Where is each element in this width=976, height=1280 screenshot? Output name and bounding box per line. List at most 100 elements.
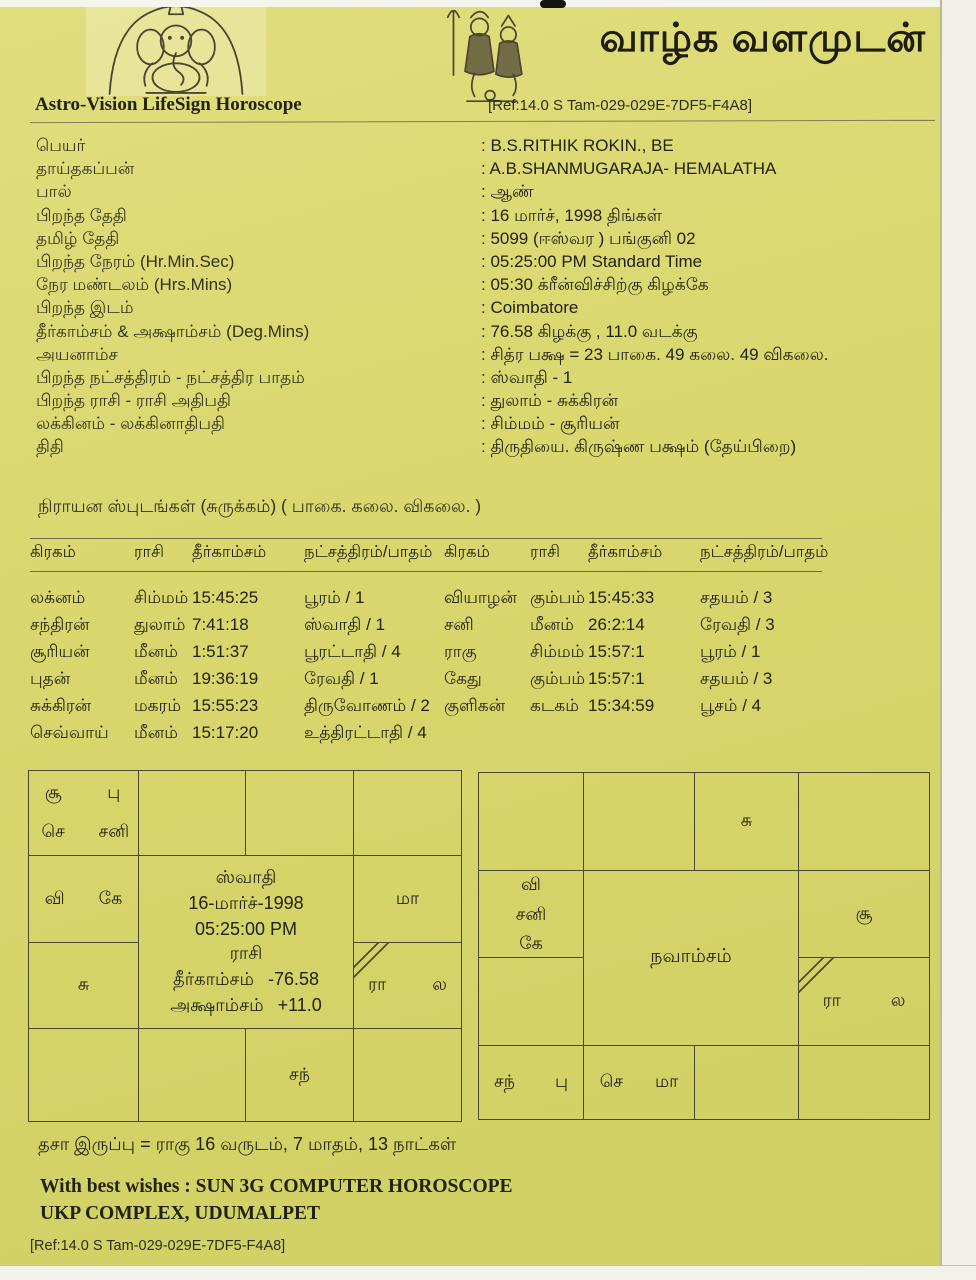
- planet-abbr: சனி: [98, 821, 130, 841]
- detail-row: லக்கினம் - லக்கினாதிபதி: சிம்மம் - சூரிய…: [36, 414, 938, 437]
- planet-cell: செவ்வாய்: [30, 723, 109, 742]
- navamsa-house-empty: [479, 958, 584, 1046]
- detail-row: தமிழ் தேதி: 5099 (ஈஸ்வர ) பங்குனி 02: [36, 229, 938, 252]
- planet-cell: 15:55:23: [192, 696, 259, 715]
- scan-artifact: [540, 0, 566, 8]
- planet-cell: கும்பம்: [530, 669, 586, 688]
- page-title: வாழ்க வளமுடன்: [599, 16, 926, 60]
- detail-label: நேர மண்டலம் (Hrs.Mins): [36, 275, 233, 295]
- rasi-house-right-mid: மா: [354, 856, 461, 943]
- detail-value: : 05:30 க்ரீன்விச்சிற்கு கிழக்கே: [481, 275, 709, 295]
- detail-value: : ஸ்வாதி - 1: [481, 367, 573, 387]
- dasa-balance: தசா இருப்பு = ராகு 16 வருடம், 7 மாதம், 1…: [38, 1134, 457, 1154]
- rasi-house-bottom: சந்: [246, 1029, 354, 1121]
- planet-cell: சனி: [444, 615, 474, 634]
- planet-abbr: சூ: [44, 782, 62, 802]
- planet-abbr: சு: [740, 810, 753, 830]
- detail-label: பெயர்: [36, 136, 86, 155]
- navamsa-house-bottom-1: சந் பு: [479, 1046, 584, 1119]
- navamsa-house-empty: [479, 773, 584, 871]
- detail-value: : B.S.RITHIK ROKIN., BE: [481, 136, 674, 155]
- planet-abbr: வி: [521, 873, 541, 894]
- detail-row: திதி : திருதியை. கிருஷ்ண பக்ஷம் (தேய்பிறை…: [36, 437, 938, 460]
- planet-cell: கும்பம்: [530, 588, 586, 607]
- table-row: லக்னம் சிம்மம் 15:45:25 பூரம் / 1 வியாழன் கு…: [30, 584, 822, 611]
- reference-code-footer: [Ref:14.0 S Tam-029-029E-7DF5-F4A8]: [30, 1238, 286, 1254]
- birth-date: 16-மார்ச்-1998: [188, 892, 304, 913]
- detail-label: திதி: [36, 437, 64, 457]
- planet-cell: 1:51:37: [192, 642, 249, 661]
- rasi-house-empty: [139, 771, 246, 856]
- planet-cell: உத்திரட்டாதி / 4: [304, 723, 427, 742]
- detail-row: பெயர் : B.S.RITHIK ROKIN., BE: [36, 136, 938, 159]
- navamsa-house-lagna: ரா ல: [798, 957, 929, 1046]
- detail-label: லக்கினம் - லக்கினாதிபதி: [36, 414, 225, 434]
- column-header: கிரகம்: [30, 543, 76, 561]
- planet-cell: [700, 719, 822, 746]
- planet-table: கிரகம் ராசி தீர்காம்சம் நட்சத்திரம்/பாதம…: [30, 538, 828, 746]
- latitude-value: +11.0: [277, 994, 322, 1015]
- table-row: சந்திரன் துலாம் 7:41:18 ஸ்வாதி / 1 சனி மீனம்…: [30, 611, 822, 638]
- navamsa-house-empty: [799, 773, 929, 871]
- table-row: புதன் மீனம் 19:36:19 ரேவதி / 1 கேது கும்பம் 1…: [30, 665, 822, 692]
- planet-cell: வியாழன்: [444, 588, 517, 607]
- detail-row: நேர மண்டலம் (Hrs.Mins) : 05:30 க்ரீன்விச்…: [36, 275, 938, 298]
- planet-abbr: சந்: [289, 1063, 310, 1084]
- planet-cell: [444, 719, 530, 746]
- planet-cell: ரேவதி / 1: [304, 669, 379, 688]
- planet-abbr: செ: [41, 821, 65, 841]
- planet-cell: சதயம் / 3: [700, 588, 773, 607]
- planet-cell: மகரம்: [134, 696, 182, 715]
- planet-cell: 19:36:19: [192, 669, 259, 688]
- navamsa-house-right-mid: சூ: [799, 871, 929, 958]
- planet-cell: [530, 719, 588, 746]
- planet-cell: பூரட்டாதி / 4: [304, 642, 401, 661]
- detail-label: தாய்தகப்பன்: [36, 159, 135, 179]
- navamsa-house-empty: [584, 773, 695, 871]
- planet-cell: சிம்மம்: [530, 642, 585, 661]
- detail-row: பால்: ஆண்: [36, 182, 938, 205]
- planet-abbr: கே: [98, 887, 123, 908]
- detail-value: : சித்ர பக்ஷ = 23 பாகை. 49 கலை. 49 விகலை…: [481, 344, 829, 364]
- chart-label: ராசி: [229, 942, 263, 963]
- planet-cell: சதயம் / 3: [700, 669, 773, 688]
- planet-table-header: கிரகம் ராசி தீர்காம்சம் நட்சத்திரம்/பாதம…: [30, 538, 828, 572]
- planet-table-title: நிராயன ஸ்புடங்கள் (சுருக்கம்) ( பாகை. கல…: [38, 496, 482, 516]
- rasi-house-left-mid: வி கே: [29, 856, 139, 943]
- detail-value: : திருதியை. கிருஷ்ண பக்ஷம் (தேய்பிறை): [481, 437, 797, 457]
- rasi-house-empty: [29, 1029, 139, 1121]
- planet-cell: 26:2:14: [588, 615, 645, 634]
- navamsa-house-bottom-2: செ மா: [584, 1046, 695, 1119]
- planet-cell: பூரம் / 1: [700, 642, 761, 661]
- scan-margin-top: [0, 0, 976, 7]
- ganesha-emblem-icon: [86, 2, 266, 96]
- chart-label: நவாம்சம்: [650, 946, 732, 967]
- planet-cell: 15:45:25: [192, 588, 259, 607]
- birth-details-list: பெயர் : B.S.RITHIK ROKIN., BE தாய்தகப்பன்…: [36, 136, 938, 461]
- table-row: சுக்கிரன் மகரம் 15:55:23 திருவோணம் / 2 குளி…: [30, 692, 822, 719]
- lagna-marker-icon: [353, 942, 390, 979]
- planet-abbr: பு: [107, 782, 121, 802]
- shiva-parvati-icon: [436, 2, 548, 106]
- scan-margin-bottom: [0, 1265, 976, 1280]
- detail-label: பிறந்த இடம்: [36, 298, 134, 318]
- planet-cell: பூரம் / 1: [304, 588, 365, 607]
- navamsa-chart: சு வி சனி கே நவாம்சம் சூ ரா ல: [478, 772, 930, 1120]
- detail-row: அயனாம்ச: சித்ர பக்ஷ = 23 பாகை. 49 கலை. 4…: [36, 345, 938, 368]
- detail-label: பிறந்த நட்சத்திரம் - நட்சத்திர பாதம்: [36, 367, 305, 387]
- planet-cell: புதன்: [30, 669, 71, 688]
- planet-cell: 15:45:33: [588, 588, 655, 607]
- planet-abbr: ரா: [368, 974, 387, 994]
- rasi-house-empty: [246, 771, 354, 856]
- birth-nakshatra: ஸ்வாதி: [215, 866, 277, 887]
- planet-abbr: சூ: [855, 902, 873, 923]
- planet-cell: சுக்கிரன்: [30, 696, 92, 715]
- detail-row: தீர்காம்சம் & அக்ஷாம்சம் (Deg.Mins): 76.…: [36, 322, 938, 345]
- planet-cell: மீனம்: [530, 615, 574, 634]
- planet-cell: மீனம்: [134, 669, 178, 688]
- column-header: ராசி: [134, 543, 165, 561]
- detail-row: தாய்தகப்பன்: A.B.SHANMUGARAJA- HEMALATHA: [36, 159, 938, 182]
- planet-cell: மீனம்: [134, 642, 178, 661]
- planet-cell: 15:17:20: [192, 723, 259, 742]
- table-row: செவ்வாய் மீனம் 15:17:20 உத்திரட்டாதி / 4: [30, 719, 822, 746]
